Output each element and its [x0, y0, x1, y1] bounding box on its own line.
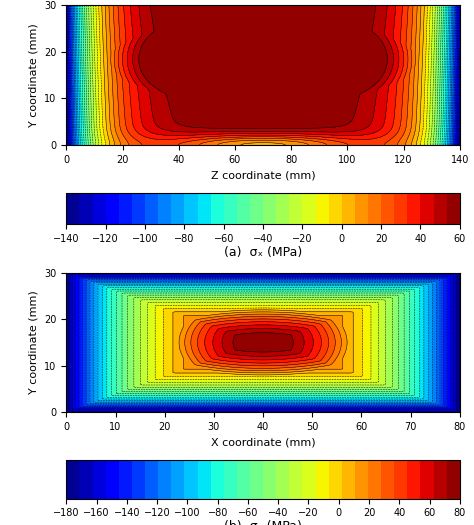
X-axis label: (b)  σ₇ (MPa): (b) σ₇ (MPa)	[224, 520, 302, 525]
X-axis label: (a)  σₓ (MPa): (a) σₓ (MPa)	[224, 246, 302, 259]
X-axis label: Z coordinate (mm): Z coordinate (mm)	[211, 170, 315, 180]
Y-axis label: Y coordinate (mm): Y coordinate (mm)	[29, 290, 39, 394]
Y-axis label: Y coordinate (mm): Y coordinate (mm)	[29, 23, 39, 127]
X-axis label: X coordinate (mm): X coordinate (mm)	[211, 437, 315, 447]
